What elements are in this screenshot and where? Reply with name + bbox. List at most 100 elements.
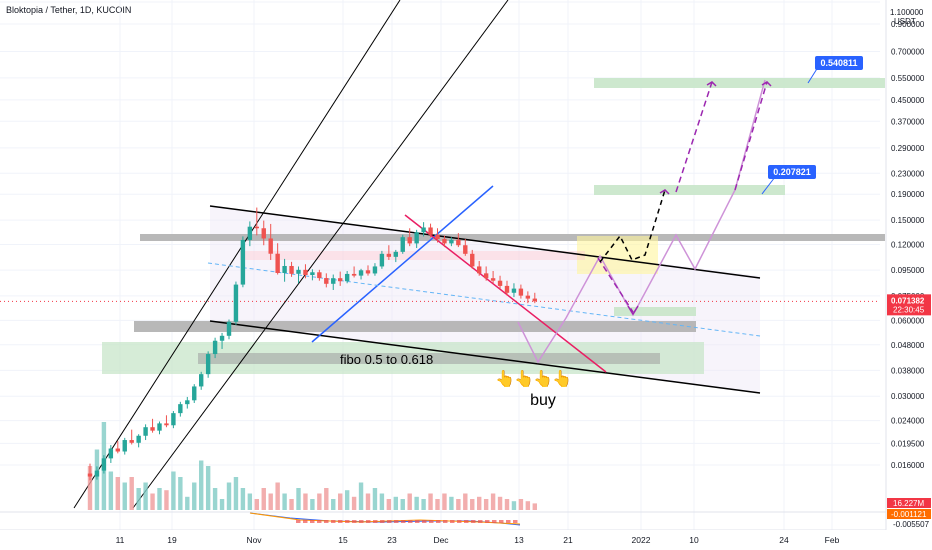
volume-bar xyxy=(400,499,405,510)
histogram-bar xyxy=(450,520,455,523)
time-axis-bg xyxy=(0,530,886,550)
volume-bar xyxy=(219,499,225,510)
time-tick-label: Feb xyxy=(825,535,840,545)
time-tick-label: 15 xyxy=(338,535,348,545)
dashed-trend-line xyxy=(207,262,761,337)
candle-body xyxy=(115,448,120,452)
price-tick-label: 0.120000 xyxy=(891,241,925,250)
time-tick-label: 2022 xyxy=(632,535,651,545)
candle-body xyxy=(261,228,266,239)
candle xyxy=(261,220,266,246)
volume-bar xyxy=(157,488,162,510)
volume-bar xyxy=(511,501,517,510)
candle-body xyxy=(233,284,239,322)
arrow-head xyxy=(627,305,639,316)
price-tick-label: 0.450000 xyxy=(891,96,925,105)
volume-bar xyxy=(136,488,141,510)
candle-body xyxy=(303,269,308,276)
volume-bar xyxy=(393,496,398,510)
histogram-bar xyxy=(499,520,504,523)
last-price-label: 0.071382 xyxy=(891,296,925,305)
candle-body xyxy=(435,234,440,239)
volume-bar xyxy=(282,493,287,510)
candle-body xyxy=(164,423,169,426)
volume-bar xyxy=(254,499,259,510)
candle-body xyxy=(490,278,496,281)
volume-bar xyxy=(324,488,329,510)
candle-body xyxy=(205,354,211,375)
histogram-bar xyxy=(380,520,385,523)
candle-body xyxy=(129,440,134,443)
candle xyxy=(129,429,134,445)
price-tick-label: 0.290000 xyxy=(891,144,925,153)
candle xyxy=(414,229,419,249)
volume-bar xyxy=(331,499,336,510)
candle-body xyxy=(240,239,246,285)
candle xyxy=(199,371,204,390)
volume-bar xyxy=(414,496,419,510)
projection-dashed xyxy=(734,81,768,191)
volume-bar xyxy=(303,493,308,510)
candle xyxy=(94,466,100,480)
candle xyxy=(344,270,350,284)
candle xyxy=(525,291,531,304)
volume-bar xyxy=(171,471,176,510)
histogram-bar xyxy=(513,520,518,523)
candle xyxy=(275,243,280,275)
candle xyxy=(456,233,461,248)
arrow-head xyxy=(706,81,717,87)
candle xyxy=(219,332,225,349)
resistance-zone xyxy=(140,234,885,241)
histogram-bar xyxy=(464,520,469,523)
histogram-bar xyxy=(324,520,329,523)
volume-bar xyxy=(275,482,280,510)
candle xyxy=(358,268,364,280)
candle-body xyxy=(324,278,329,284)
candle-body xyxy=(511,288,517,293)
price-tick-label: 0.370000 xyxy=(891,117,925,126)
volume-bar xyxy=(504,499,510,510)
candles xyxy=(87,207,537,481)
volume-bar xyxy=(115,477,120,510)
candle xyxy=(303,264,308,279)
candle xyxy=(164,415,169,428)
volume-bar xyxy=(497,496,503,510)
candle-body xyxy=(532,298,537,302)
candle-body xyxy=(136,435,141,443)
price-tick-label: 0.024000 xyxy=(891,417,925,426)
volume-bar xyxy=(150,493,155,510)
volume-bar xyxy=(407,493,412,510)
hand-pointer-icon: 👆 xyxy=(514,369,534,388)
volume-bar xyxy=(317,493,322,510)
price-tick-label: 0.550000 xyxy=(891,74,925,83)
candle-body xyxy=(150,427,155,431)
candle xyxy=(268,223,273,260)
volume-bar xyxy=(261,488,266,510)
volume-bar xyxy=(532,503,537,510)
volume-bar xyxy=(178,477,183,510)
candle xyxy=(400,234,405,254)
candle-body xyxy=(483,273,489,279)
target-leader-line xyxy=(761,176,776,195)
volume-bar xyxy=(268,493,273,510)
candle-body xyxy=(226,321,232,336)
channel-top-line xyxy=(209,205,761,279)
volume-bar xyxy=(122,482,127,510)
countdown-label: 22:30:45 xyxy=(893,305,925,314)
volume-badge xyxy=(887,498,931,508)
candle-body xyxy=(268,238,273,254)
histogram-bar xyxy=(296,520,301,523)
candle-body xyxy=(525,295,531,299)
candle xyxy=(192,384,197,403)
candle-body xyxy=(275,253,280,273)
volume-bar xyxy=(365,493,371,510)
candle xyxy=(407,228,412,247)
price-tick-label: 0.030000 xyxy=(891,392,925,401)
price-tick-label: 0.900000 xyxy=(891,20,925,29)
candle-body xyxy=(456,239,461,246)
histogram-bar xyxy=(492,520,497,523)
candle xyxy=(497,275,503,289)
volume-bar xyxy=(247,493,253,510)
